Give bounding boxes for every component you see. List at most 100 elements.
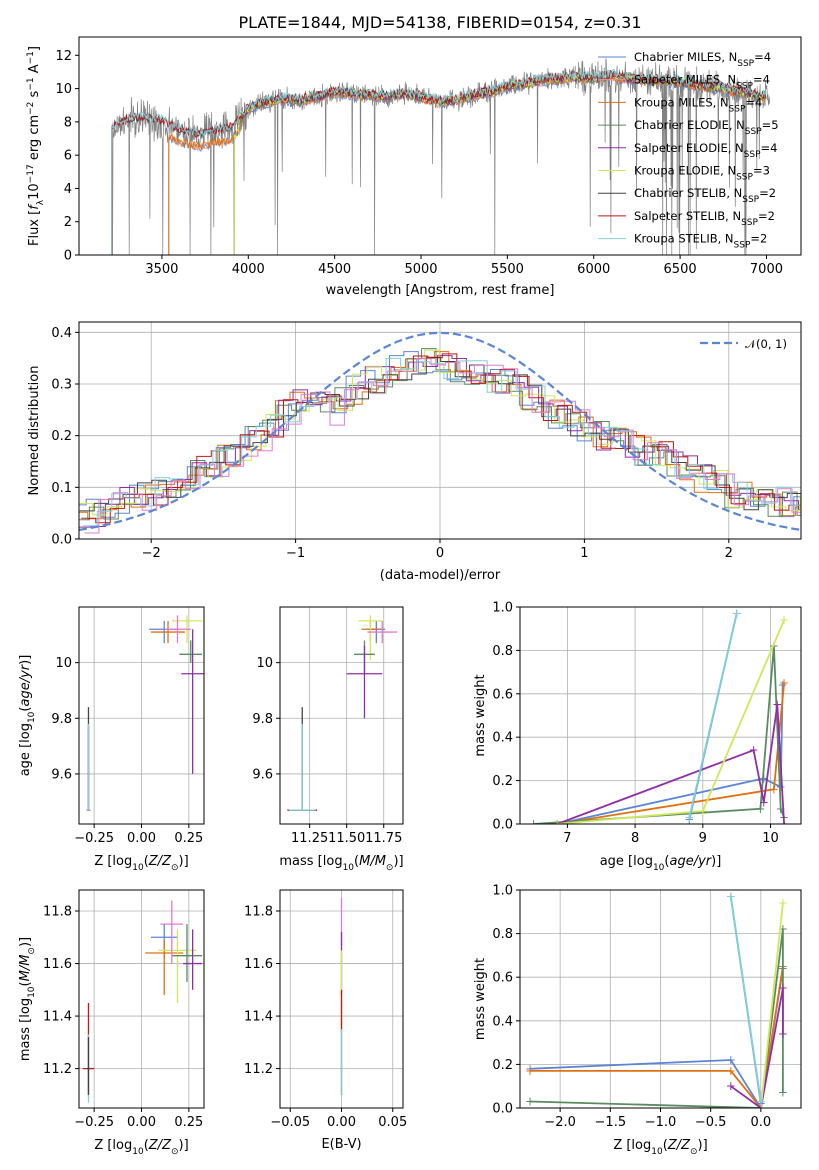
legend-entry: Kroupa MILES, NSSP=4 [634,95,762,114]
y-tick-label: 0.1 [51,481,72,496]
weight-marker: + [684,810,694,824]
weight-marker: + [772,698,782,712]
y-tick-label: 0.0 [492,1102,513,1117]
legend-entry: Chabrier STELIB, NSSP=2 [634,186,776,205]
x-tick-label: 8 [631,831,639,846]
errorbar-point [150,620,186,644]
x-axis-label: mass [log10(M/M⊙)] [279,854,403,873]
legend-entry: Salpeter MILES, NSSP=4 [634,73,770,92]
weight-marker: + [698,804,708,818]
weight-marker: + [552,817,562,831]
weight-line-7 [729,896,762,1102]
y-tick-label: 11.2 [244,1062,273,1077]
y-axis-label: mass weight [473,674,488,756]
errorbar-point [86,1037,91,1095]
y-tick-label: 10 [55,82,72,97]
weight-marker: + [552,817,562,831]
legend: Chabrier MILES, NSSP=4 Salpeter MILES, NS… [598,50,779,251]
panel-weight_vs_age: 7 8 9 100.00.20.40.60.81.0+++++++++++++++++… [473,601,802,873]
weight-marker: + [778,896,788,910]
plot-area [111,58,771,255]
weight-marker: + [525,1094,535,1108]
panel-spectrum: 3500 4000 4500 5000 5500 6000 6500 7000 0 2 4 6 8 10 1… [26,13,802,298]
weight-marker: + [778,922,788,936]
y-tick-label: 0.0 [492,818,513,833]
axes-frame [279,606,404,825]
panel-residuals: −2 −1 0 1 2 0.0 0.1 0.2 0.3 0.4 (data-model)/error… [27,321,802,583]
weight-marker: + [778,981,788,995]
histogram-3 [79,348,801,521]
panel-mass_vs_Z: −0.25 0.00 0.25 11.2 11.4 11.6 11.8 Z [log10(Z/… [18,889,205,1157]
x-tick-label: 0.05 [378,1115,407,1130]
y-tick-label: 2 [64,215,72,230]
y-tick-label: 11.8 [43,905,72,920]
weight-marker: + [756,1101,766,1115]
x-tick-label: −1.5 [595,1115,627,1130]
x-tick-label: −0.25 [74,1115,114,1130]
chart-title: PLATE=1844, MJD=54138, FIBERID=0154, z=0… [238,13,641,32]
x-tick-label: 7 [563,831,571,846]
y-axis-label: Normed distribution [27,366,42,496]
errorbar-point [358,615,383,660]
weight-marker: + [529,817,539,831]
weight-line-5 [760,903,784,1108]
weight-marker: + [759,795,769,809]
weight-marker: + [755,802,765,816]
x-tick-label: 6000 [577,262,610,277]
x-tick-label: −0.25 [74,831,114,846]
y-tick-label: 1.0 [492,884,513,899]
x-tick-label: 4500 [318,262,351,277]
legend-entry: Salpeter ELODIE, NSSP=4 [634,141,777,160]
legend-entry: Kroupa STELIB, NSSP=2 [634,232,767,251]
axes-frame [78,321,802,540]
x-axis-label: (data-model)/error [380,568,501,583]
observed-spectrum [111,58,771,255]
axes-frame [78,606,205,825]
errorbar-point [367,620,398,644]
errorbar-point [164,615,191,644]
histogram-4 [79,355,801,528]
x-tick-label: −0.05 [270,1115,310,1130]
x-tick-label: 5500 [491,262,524,277]
errorbar-point [171,924,203,982]
y-tick-label: 0.4 [51,326,72,341]
weight-marker: + [726,890,736,904]
x-tick-label: 0.00 [327,1115,356,1130]
errorbar-point [158,929,197,1003]
y-axis-label: mass [log10(M/M⊙)] [18,937,37,1061]
y-tick-label: 9.6 [51,767,72,782]
x-tick-label: 4000 [232,262,265,277]
y-tick-label: 0.2 [492,1058,513,1073]
x-axis-label: Z [log10(Z/Z⊙)] [94,1138,188,1157]
weight-marker: + [732,607,742,621]
weight-marker: + [756,1094,766,1108]
y-tick-label: 11.2 [43,1062,72,1077]
x-tick-label: 9 [699,831,707,846]
weight-marker: + [756,1097,766,1111]
y-tick-label: 4 [64,182,72,197]
panel-age_vs_Z: −0.25 0.00 0.25 9.6 9.8 10 Z [log10(Z/Z⊙)] age … [18,606,205,873]
x-tick-label: 0.00 [127,831,156,846]
weight-marker: + [778,678,788,692]
weight-marker: + [778,1027,788,1041]
weight-marker: + [525,1064,535,1078]
model-spectrum-9 [111,68,767,255]
weight-marker: + [684,813,694,827]
y-tick-label: 11.6 [43,957,72,972]
weight-marker: + [726,1053,736,1067]
weight-marker: + [778,1086,788,1100]
x-tick-label: −2 [142,546,161,561]
weight-line-5 [557,619,785,824]
y-tick-label: 0 [64,249,72,264]
axes-frame [279,889,404,1109]
histogram-9 [84,358,801,534]
errorbar-point [181,629,204,774]
plot-area: +++++ ++++ +++++++++++++ [525,890,788,1115]
x-axis-label: wavelength [Angstrom, rest frame] [326,283,555,298]
x-tick-label: −2.0 [544,1115,576,1130]
axes-frame [78,889,205,1109]
plot-area [79,331,801,534]
x-axis-label: age [log10(age/yr)] [600,854,722,873]
x-tick-label: −0.5 [695,1115,727,1130]
